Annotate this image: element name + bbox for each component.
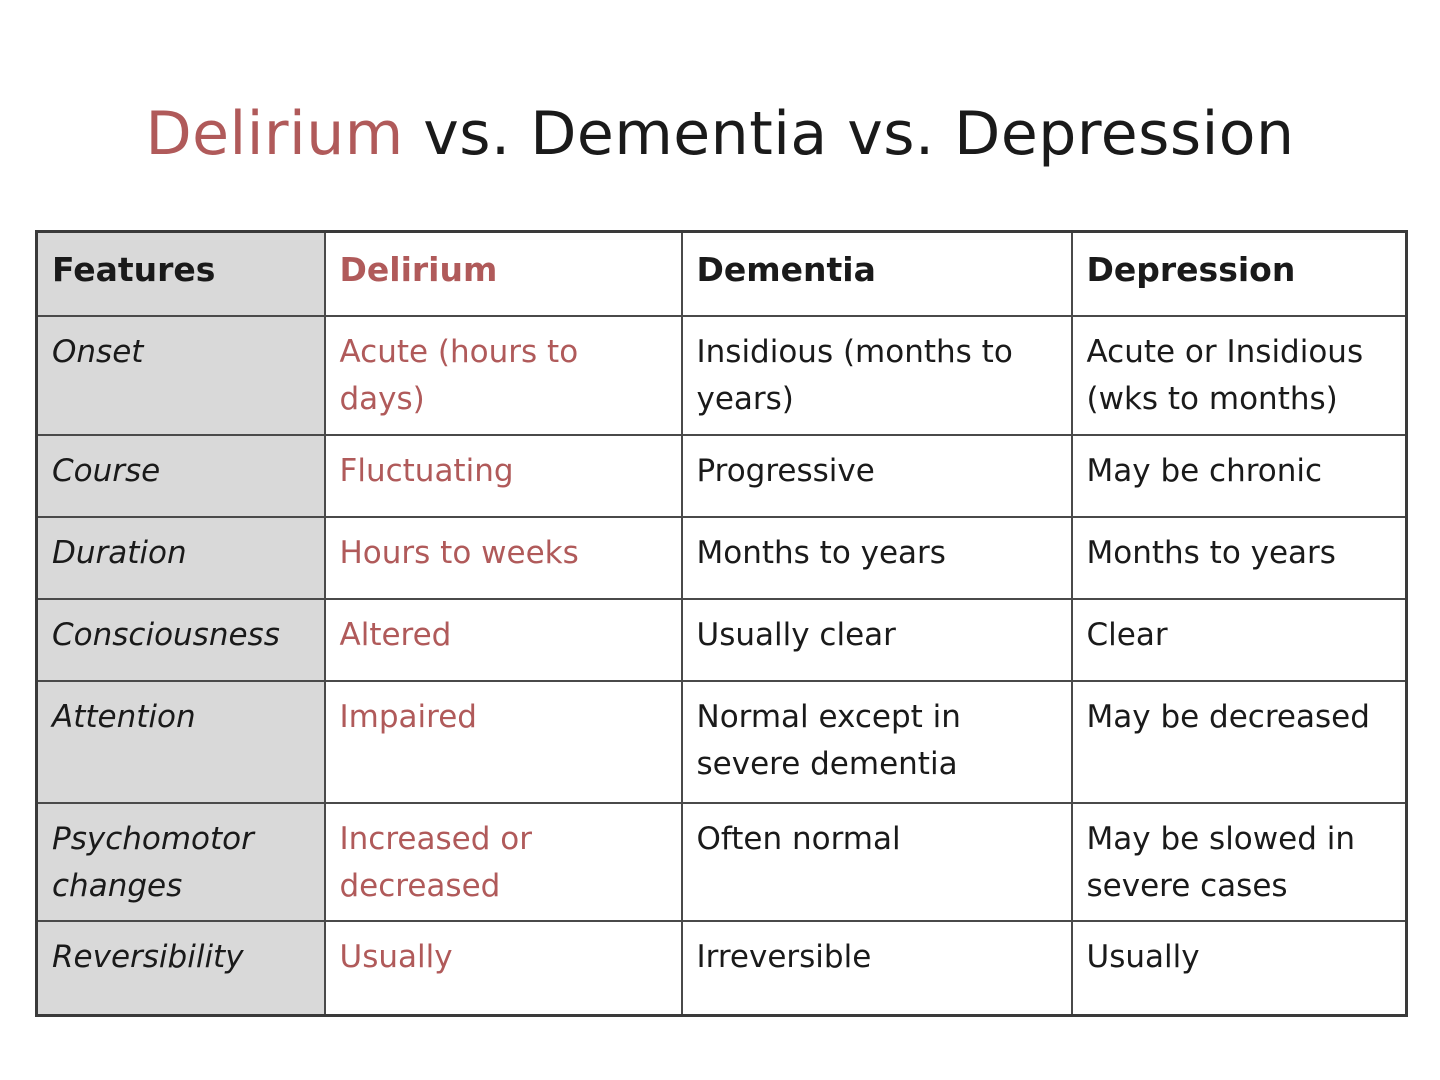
delirium-cell: Usually <box>323 920 683 1017</box>
depression-cell: Usually <box>1070 920 1408 1017</box>
feature-cell: Course <box>35 434 326 518</box>
table-row: Duration Hours to weeks Months to years … <box>35 516 1408 600</box>
table-row: Onset Acute (hours to days) Insidious (m… <box>35 315 1408 436</box>
table-row: Reversibility Usually Irreversible Usual… <box>35 920 1408 1017</box>
dementia-cell: Normal except in severe dementia <box>680 680 1073 804</box>
title-delirium: Delirium <box>145 99 404 169</box>
delirium-cell: Acute (hours to days) <box>323 315 683 436</box>
feature-cell: Onset <box>35 315 326 436</box>
title-rest: vs. Dementia vs. Depression <box>403 99 1295 169</box>
depression-cell: May be decreased <box>1070 680 1408 804</box>
page-title: Delirium vs. Dementia vs. Depression <box>0 92 1440 176</box>
header-features: Features <box>35 230 326 317</box>
delirium-cell: Altered <box>323 598 683 682</box>
dementia-cell: Irreversible <box>680 920 1073 1017</box>
header-dementia: Dementia <box>680 230 1073 317</box>
delirium-cell: Fluctuating <box>323 434 683 518</box>
table-row: Consciousness Altered Usually clear Clea… <box>35 598 1408 682</box>
depression-cell: May be chronic <box>1070 434 1408 518</box>
delirium-cell: Increased or decreased <box>323 802 683 922</box>
delirium-cell: Hours to weeks <box>323 516 683 600</box>
depression-cell: May be slowed in severe cases <box>1070 802 1408 922</box>
feature-cell: Attention <box>35 680 326 804</box>
table-header-row: Features Delirium Dementia Depression <box>35 230 1408 317</box>
feature-cell: Reversibility <box>35 920 326 1017</box>
table-row: Attention Impaired Normal except in seve… <box>35 680 1408 804</box>
table-row: Course Fluctuating Progressive May be ch… <box>35 434 1408 518</box>
dementia-cell: Insidious (months to years) <box>680 315 1073 436</box>
dementia-cell: Usually clear <box>680 598 1073 682</box>
feature-cell: Consciousness <box>35 598 326 682</box>
delirium-cell: Impaired <box>323 680 683 804</box>
dementia-cell: Months to years <box>680 516 1073 600</box>
comparison-table: Features Delirium Dementia Depression On… <box>35 230 1408 1017</box>
dementia-cell: Often normal <box>680 802 1073 922</box>
header-delirium: Delirium <box>323 230 683 317</box>
feature-cell: Psychomotor changes <box>35 802 326 922</box>
table-row: Psychomotor changes Increased or decreas… <box>35 802 1408 922</box>
depression-cell: Months to years <box>1070 516 1408 600</box>
feature-cell: Duration <box>35 516 326 600</box>
depression-cell: Clear <box>1070 598 1408 682</box>
depression-cell: Acute or Insidious (wks to months) <box>1070 315 1408 436</box>
dementia-cell: Progressive <box>680 434 1073 518</box>
header-depression: Depression <box>1070 230 1408 317</box>
